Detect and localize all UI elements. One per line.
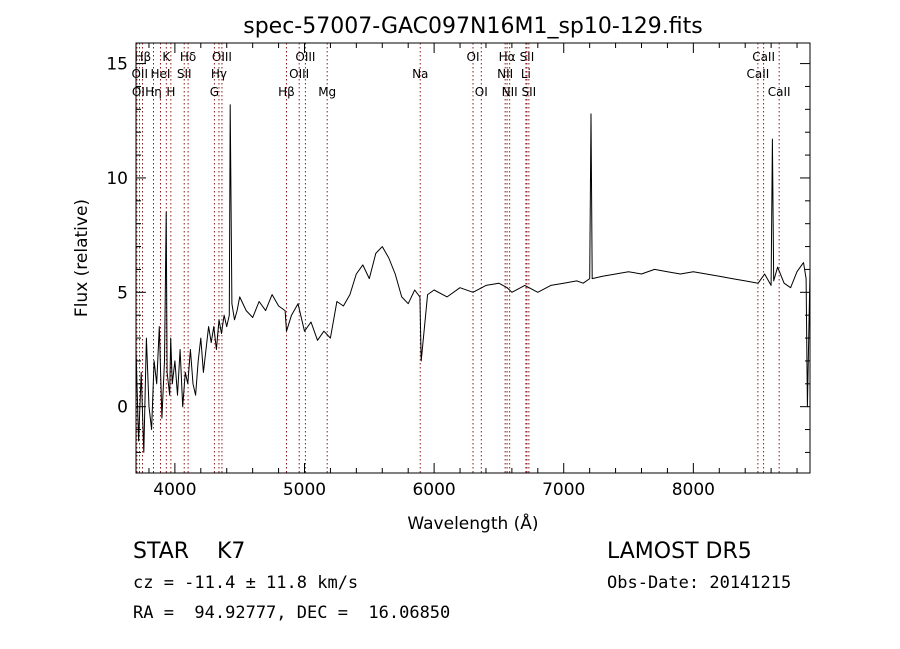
axes: 4000 5000 6000 7000 8000 0 5 10 15 [106,43,810,500]
marker-label: OII [131,67,148,81]
marker-label: CaII [746,67,769,81]
class-label: STAR K7 [133,539,246,564]
y-tick-label: 15 [106,55,128,75]
marker-label: Hγ [211,67,227,81]
marker-label: Hδ [180,50,196,64]
marker-label: Li [521,67,531,81]
marker-label: NII [497,67,513,81]
y-tick-label: 0 [117,398,128,418]
coordinates-label: RA = 94.92777, DEC = 16.06850 [133,603,451,623]
marker-label: G [210,85,219,99]
y-tick-label: 5 [117,283,128,303]
marker-label: Hβ [134,50,151,64]
marker-label: OIII [212,50,232,64]
y-axis-label: Flux (relative) [72,199,92,317]
plot-frame [135,42,811,474]
redshift-label: cz = -11.4 ± 11.8 km/s [133,573,359,593]
marker-label: CaII [768,85,791,99]
marker-label: OI [467,50,480,64]
marker-label: HeI [151,67,171,81]
marker-label: SII [520,50,535,64]
marker-label: SII [177,67,192,81]
marker-label: Na [412,67,428,81]
survey-label: LAMOST DR5 [607,539,752,564]
marker-label: OIII [289,67,309,81]
x-tick-label: 4000 [153,480,196,500]
marker-label: H [166,85,175,99]
marker-label: Hβ [278,85,295,99]
x-tick-label: 7000 [542,480,585,500]
x-axis-label: Wavelength (Å) [407,512,538,534]
y-tick-label: 10 [106,169,128,189]
spectrum-line-0 [135,104,811,453]
obs-date-label: Obs-Date: 20141215 [607,573,792,593]
x-tick-label: 8000 [672,480,715,500]
chart-title: spec-57007-GAC097N16M1_sp10-129.fits [243,14,703,39]
x-tick-label: 6000 [412,480,455,500]
x-tick-label: 5000 [283,480,326,500]
marker-label: Hη [145,85,162,99]
marker-label: Hα [499,50,516,64]
marker-label: OI [475,85,488,99]
marker-label: K [162,50,171,64]
marker-label: SII [522,85,537,99]
spectrum-series [135,104,811,453]
marker-label: NII [502,85,518,99]
marker-label: CaII [752,50,775,64]
marker-label: OIII [295,50,315,64]
marker-label: Mg [318,85,336,99]
marker-label: OI [132,85,145,99]
